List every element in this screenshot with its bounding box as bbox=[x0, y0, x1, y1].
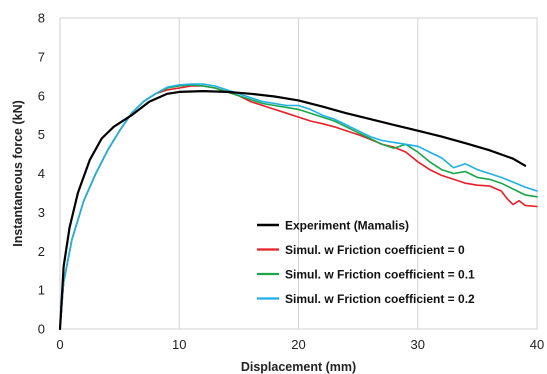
series-layer bbox=[58, 83, 538, 331]
y-tick-label: 0 bbox=[38, 322, 45, 337]
y-tick-label: 3 bbox=[38, 205, 45, 220]
x-tick-label: 20 bbox=[291, 337, 305, 352]
y-tick-label: 8 bbox=[38, 11, 45, 26]
series-line-0 bbox=[58, 89, 527, 331]
plot-frame bbox=[59, 17, 538, 330]
y-tick-label: 4 bbox=[38, 166, 45, 181]
legend-label-3: Simul. w Friction coefficient = 0.2 bbox=[285, 292, 475, 306]
y-tick-label: 7 bbox=[38, 49, 45, 64]
grid bbox=[178, 18, 419, 329]
legend-label-0: Experiment (Mamalis) bbox=[285, 219, 409, 233]
x-tick-label: 10 bbox=[172, 337, 186, 352]
x-axis-title: Displacement (mm) bbox=[241, 360, 356, 374]
y-tick-label: 1 bbox=[38, 283, 45, 298]
axes bbox=[59, 17, 538, 330]
legend-label-2: Simul. w Friction coefficient = 0.1 bbox=[285, 268, 475, 282]
tick-labels: 0 10 20 30 40 0 1 2 3 4 5 6 7 8 bbox=[38, 11, 544, 353]
y-tick-label: 6 bbox=[38, 88, 45, 103]
x-tick-label: 40 bbox=[530, 337, 544, 352]
x-tick-label: 30 bbox=[411, 337, 425, 352]
legend: Experiment (Mamalis) Simul. w Friction co… bbox=[257, 219, 475, 306]
x-tick-label: 0 bbox=[56, 337, 63, 352]
y-tick-label: 5 bbox=[38, 127, 45, 142]
y-axis-title: Instantaneous force (kN) bbox=[11, 100, 25, 247]
legend-label-1: Simul. w Friction coefficient = 0 bbox=[285, 243, 465, 257]
y-tick-label: 2 bbox=[38, 244, 45, 259]
